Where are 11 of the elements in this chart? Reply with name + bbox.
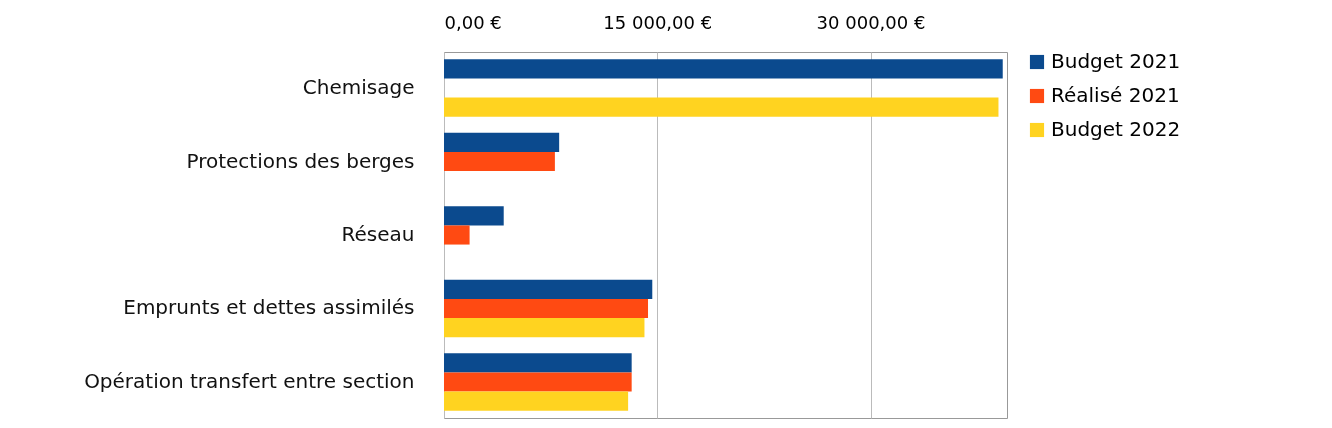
y-tick-label: Chemisage <box>302 75 415 100</box>
y-tick-label: Opération transfert entre section <box>84 368 415 393</box>
x-tick-label: 0,00 € <box>444 11 502 33</box>
y-tick-label: Emprunts et dettes assimilés <box>123 295 415 320</box>
legend-label: Réalisé 2021 <box>1051 83 1180 107</box>
x-tick-label: 15 000,00 € <box>603 11 713 33</box>
legend-label: Budget 2022 <box>1051 117 1181 141</box>
x-tick-label: 30 000,00 € <box>816 11 926 33</box>
y-tick-label: Protections des berges <box>186 148 415 173</box>
y-tick-label: Réseau <box>341 222 415 246</box>
legend-label: Budget 2021 <box>1051 49 1181 73</box>
